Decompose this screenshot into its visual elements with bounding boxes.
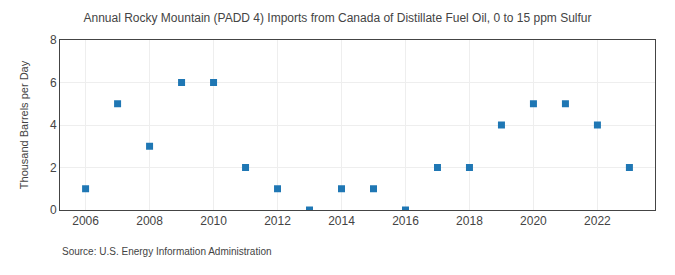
svg-text:Annual Rocky Mountain (PADD 4): Annual Rocky Mountain (PADD 4) Imports f… (84, 11, 592, 25)
svg-text:2008: 2008 (136, 214, 163, 228)
svg-text:Thousand Barrels per Day: Thousand Barrels per Day (18, 60, 30, 189)
svg-text:6: 6 (50, 76, 57, 90)
svg-text:2: 2 (50, 161, 57, 175)
svg-text:0: 0 (50, 203, 57, 217)
svg-text:2010: 2010 (200, 214, 227, 228)
svg-text:Source: U.S. Energy Informatio: Source: U.S. Energy Information Administ… (62, 246, 272, 257)
svg-text:4: 4 (50, 118, 57, 132)
svg-text:2022: 2022 (584, 214, 611, 228)
svg-text:2006: 2006 (72, 214, 99, 228)
svg-text:2014: 2014 (328, 214, 355, 228)
svg-text:2016: 2016 (392, 214, 419, 228)
svg-text:2020: 2020 (520, 214, 547, 228)
svg-text:8: 8 (50, 33, 57, 47)
svg-text:2012: 2012 (264, 214, 291, 228)
svg-text:2018: 2018 (456, 214, 483, 228)
